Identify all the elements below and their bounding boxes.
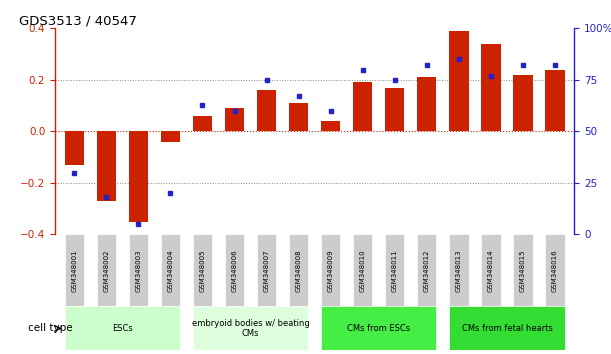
Bar — [257, 234, 276, 307]
Bar — [513, 75, 533, 131]
Bar — [417, 234, 436, 307]
Bar — [353, 234, 372, 307]
Bar — [321, 307, 436, 350]
Bar — [385, 87, 404, 131]
Bar — [129, 131, 148, 222]
Bar — [546, 234, 565, 307]
Bar — [481, 234, 500, 307]
Text: GSM348001: GSM348001 — [71, 249, 77, 292]
Bar — [289, 103, 309, 131]
Bar — [449, 31, 469, 131]
Bar — [193, 116, 212, 131]
Text: CMs from fetal hearts: CMs from fetal hearts — [461, 324, 552, 333]
Text: ESCs: ESCs — [112, 324, 133, 333]
Text: GSM348005: GSM348005 — [199, 249, 205, 292]
Bar — [321, 121, 340, 131]
Text: embryoid bodies w/ beating
CMs: embryoid bodies w/ beating CMs — [192, 319, 309, 338]
Text: GSM348007: GSM348007 — [263, 249, 269, 292]
Bar — [225, 234, 244, 307]
Bar — [513, 234, 533, 307]
Text: GSM348013: GSM348013 — [456, 249, 462, 292]
Bar — [257, 90, 276, 131]
Bar — [225, 108, 244, 131]
Text: GSM348008: GSM348008 — [296, 249, 302, 292]
Bar — [65, 307, 180, 350]
Bar — [449, 234, 469, 307]
Bar — [65, 234, 84, 307]
Text: GSM348004: GSM348004 — [167, 249, 174, 292]
Text: CMs from ESCs: CMs from ESCs — [347, 324, 411, 333]
Text: GSM348006: GSM348006 — [232, 249, 238, 292]
Bar — [193, 234, 212, 307]
Bar — [65, 131, 84, 165]
Bar — [353, 82, 372, 131]
Bar — [546, 69, 565, 131]
Text: GSM348014: GSM348014 — [488, 249, 494, 292]
Bar — [161, 234, 180, 307]
Bar — [449, 307, 565, 350]
Text: GSM348016: GSM348016 — [552, 249, 558, 292]
Text: GSM348010: GSM348010 — [360, 249, 366, 292]
Bar — [385, 234, 404, 307]
Text: GDS3513 / 40547: GDS3513 / 40547 — [19, 14, 136, 27]
Text: GSM348012: GSM348012 — [424, 249, 430, 292]
Bar — [97, 131, 116, 201]
Bar — [481, 44, 500, 131]
Bar — [129, 234, 148, 307]
Text: GSM348003: GSM348003 — [136, 249, 141, 292]
Text: GSM348015: GSM348015 — [520, 249, 526, 292]
Bar — [193, 307, 309, 350]
Text: cell type: cell type — [27, 324, 72, 333]
Text: GSM348002: GSM348002 — [103, 249, 109, 292]
Bar — [417, 77, 436, 131]
Text: GSM348009: GSM348009 — [327, 249, 334, 292]
Bar — [97, 234, 116, 307]
Bar — [321, 234, 340, 307]
Bar — [161, 131, 180, 142]
Bar — [289, 234, 309, 307]
Text: GSM348011: GSM348011 — [392, 249, 398, 292]
